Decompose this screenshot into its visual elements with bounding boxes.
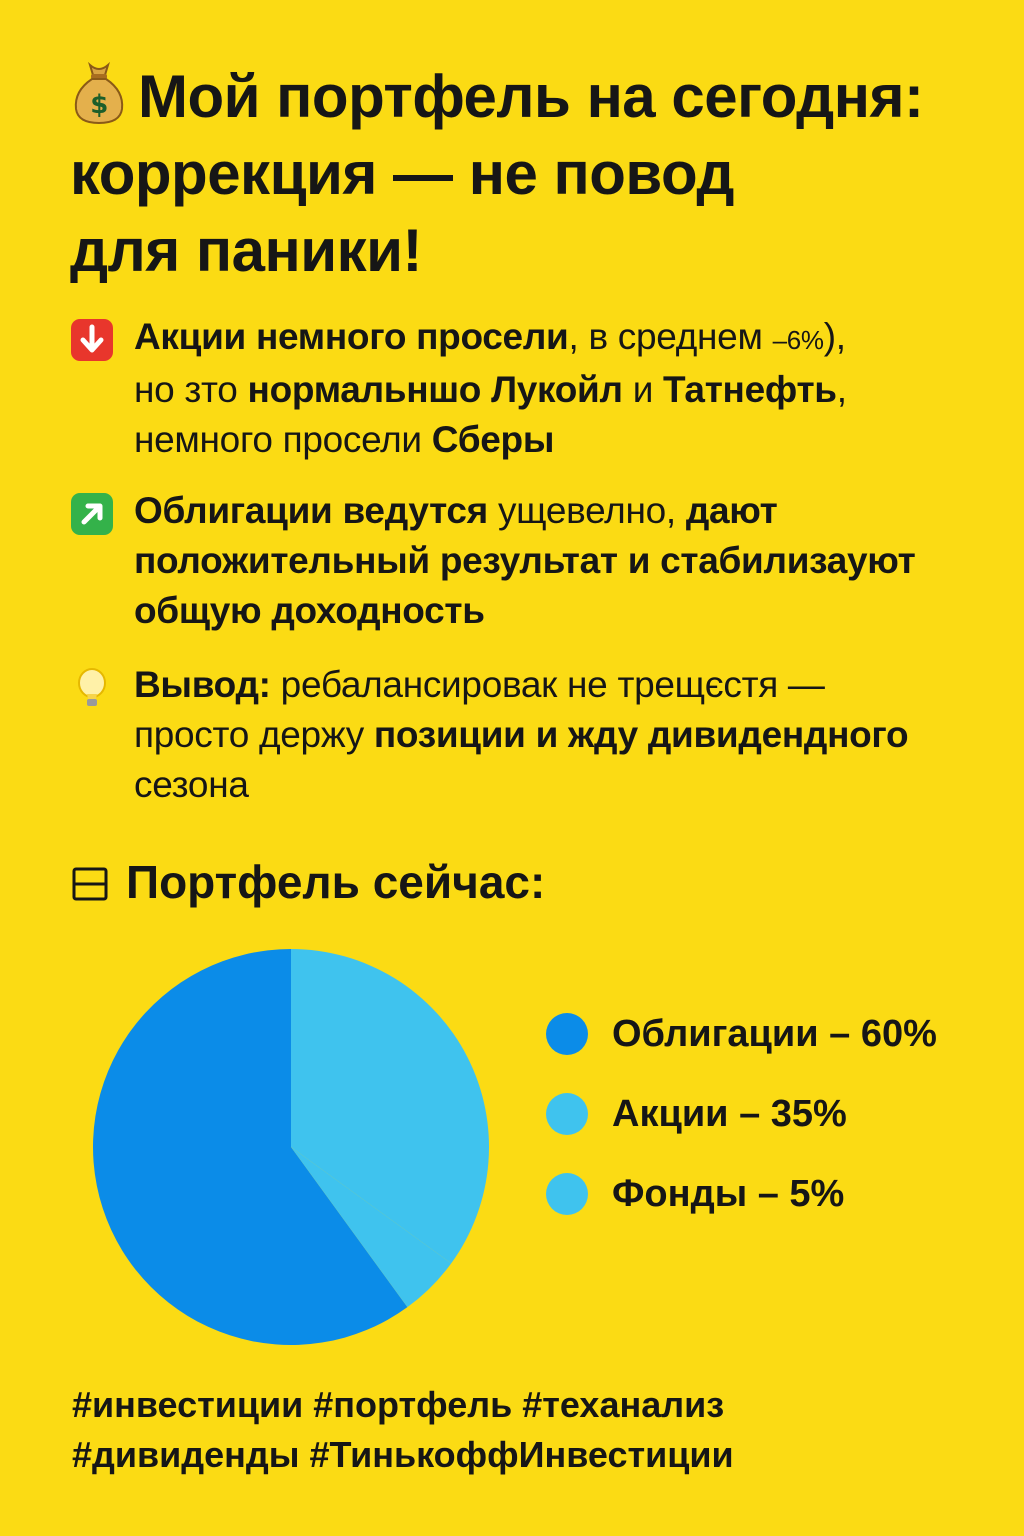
legend-dot-1 (546, 1093, 588, 1135)
headline: $ Мой портфель на сегодня: коррекция — н… (70, 58, 970, 289)
stocks-text-2: ), (823, 316, 846, 357)
conclusion-text-4: сезона (134, 764, 249, 805)
headline-line1: Мой портфель на сегодня: (138, 63, 924, 130)
pie-slice-1 (291, 949, 489, 1264)
stocks-bold-1: Акции немного просели (134, 316, 569, 357)
legend-item-0: Облигации – 60% (546, 1006, 986, 1086)
section-title: Портфель сейчас: (72, 852, 545, 912)
legend-dot-2 (546, 1173, 588, 1215)
stocks-percent: –6% (772, 325, 824, 355)
bullet-bonds-text: Облигации ведутся ущевелно, дают положит… (134, 486, 964, 636)
headline-line2: коррекция — не повод (70, 140, 734, 207)
svg-text:$: $ (90, 90, 108, 120)
stocks-bold-3: Татнефть (663, 369, 837, 410)
legend-item-2: Фонды – 5% (546, 1166, 986, 1246)
table-icon (72, 866, 108, 902)
stocks-text-6: немного просели (134, 419, 432, 460)
conclusion-bold-1: Вывод: (134, 664, 271, 705)
down-arrow-red-icon (70, 318, 114, 362)
conclusion-text-2: просто (134, 714, 259, 755)
bullet-stocks-text: Акции немного просели, в среднем –6%), н… (134, 312, 964, 465)
conclusion-bold-2: позиции и жду дивидендного (363, 714, 909, 755)
light-bulb-icon (70, 666, 114, 710)
portfolio-pie-chart (88, 944, 494, 1350)
pie-slice-2 (291, 1147, 452, 1308)
stocks-text-5: , (836, 369, 847, 410)
stocks-text-1: , в среднем (568, 316, 773, 357)
legend-label-0: Облигации – 60% (612, 1013, 937, 1055)
bonds-bold-4: общую доходность (134, 590, 485, 631)
conclusion-text-1: ребалансировак не трещєстя — (270, 664, 825, 705)
up-right-arrow-green-icon (70, 492, 114, 536)
headline-line3: для паники! (70, 217, 423, 284)
bullet-stocks: Акции немного просели, в среднем –6%), н… (70, 312, 970, 472)
bonds-bold-3: положительный результат и стабилизауют (134, 540, 916, 581)
bonds-bold-1: Облигации ведутся (134, 490, 488, 531)
hashtags-line-2: #дивиденды #ТинькоффИнвестиции (72, 1434, 734, 1475)
bullet-conclusion-text: Вывод: ребалансировак не трещєстя — прос… (134, 660, 964, 810)
stocks-text-4: и (622, 369, 664, 410)
bonds-bold-2: дают (685, 490, 778, 531)
section-title-text: Портфель сейчас: (126, 856, 546, 908)
pie-slice-0 (92, 949, 408, 1345)
chart-legend: Облигации – 60% Акции – 35% Фонды – 5% (546, 1006, 986, 1246)
money-bag-icon: $ (70, 61, 128, 125)
stocks-bold-4: Сберы (431, 419, 555, 460)
stocks-text-3: но зто (134, 369, 248, 410)
legend-label-1: Акции – 35% (612, 1093, 847, 1135)
pie-chart-svg (92, 949, 489, 1345)
legend-label-2: Фонды – 5% (612, 1173, 845, 1215)
stocks-bold-2: нормальншо Лукойл (247, 369, 623, 410)
bullet-conclusion: Вывод: ребалансировак не трещєстя — прос… (70, 660, 970, 820)
hashtags-line-1: #инвестиции #портфель #теханализ (72, 1384, 725, 1425)
legend-dot-0 (546, 1013, 588, 1055)
legend-item-1: Акции – 35% (546, 1086, 986, 1166)
conclusion-text-3: держу (258, 714, 364, 755)
bullet-bonds: Облигации ведутся ущевелно, дают положит… (70, 486, 970, 646)
bonds-text-1: ущевелно, (487, 490, 686, 531)
hashtags: #инвестиции #портфель #теханализ #дивиде… (72, 1380, 972, 1480)
